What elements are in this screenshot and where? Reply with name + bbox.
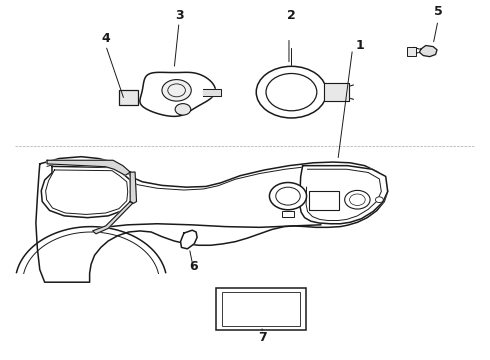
Polygon shape (324, 83, 348, 101)
FancyBboxPatch shape (310, 192, 339, 210)
Text: 1: 1 (355, 39, 364, 52)
Text: 3: 3 (175, 9, 183, 22)
Polygon shape (41, 166, 132, 218)
Polygon shape (203, 89, 220, 96)
Circle shape (256, 66, 327, 118)
Text: 5: 5 (434, 5, 442, 18)
Circle shape (266, 73, 317, 111)
Polygon shape (180, 230, 197, 249)
Circle shape (375, 197, 383, 203)
Polygon shape (36, 157, 388, 282)
FancyBboxPatch shape (222, 292, 300, 326)
Text: 2: 2 (287, 9, 296, 22)
Text: 7: 7 (258, 331, 267, 344)
FancyBboxPatch shape (216, 288, 306, 330)
Polygon shape (419, 45, 437, 57)
Circle shape (270, 183, 307, 210)
Circle shape (162, 80, 191, 101)
Polygon shape (130, 172, 137, 203)
FancyBboxPatch shape (119, 90, 138, 105)
Text: 6: 6 (189, 260, 198, 273)
Polygon shape (300, 166, 388, 224)
Circle shape (175, 104, 191, 115)
Polygon shape (47, 160, 130, 175)
FancyBboxPatch shape (407, 46, 416, 56)
Polygon shape (140, 72, 216, 116)
FancyBboxPatch shape (282, 211, 294, 217)
Polygon shape (93, 202, 133, 234)
Circle shape (344, 190, 370, 209)
Text: 4: 4 (101, 32, 110, 45)
